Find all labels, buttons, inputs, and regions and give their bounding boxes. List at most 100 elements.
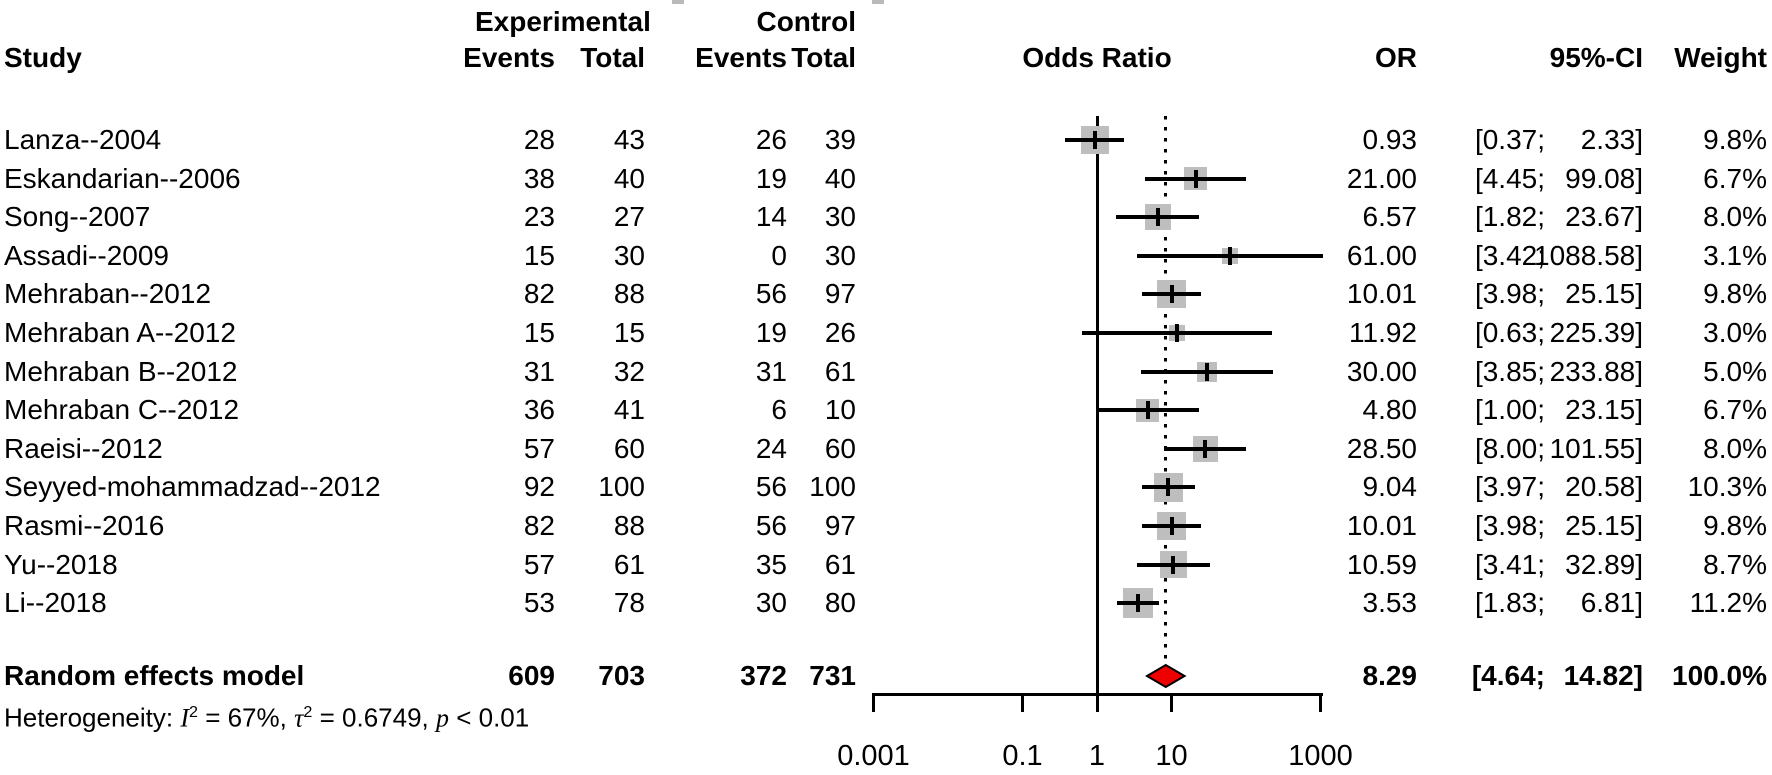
experimental-total: 40 [613, 162, 645, 194]
study-name: Mehraban--2012 [4, 278, 212, 310]
col-header-study: Study [4, 42, 82, 73]
summary-ci-low-value: [4.64; [1471, 660, 1545, 691]
ci-low-value: [1.00; [1474, 394, 1545, 426]
ci-low-value: [3.97; [1474, 471, 1545, 503]
ci-high-value: 2.33] [1580, 124, 1643, 155]
or-value: 28.50 [1346, 432, 1417, 464]
experimental-total: 78 [613, 587, 645, 619]
study-name: Seyyed-mohammadzad--2012 [4, 471, 381, 503]
point-estimate-tick [1135, 594, 1140, 613]
point-estimate-tick [1145, 401, 1150, 420]
weight-value: 6.7% [1703, 394, 1767, 426]
summary-control-events: 372 [740, 660, 787, 691]
study-name: Song--2007 [4, 201, 151, 233]
col-header-odds-ratio: Odds Ratio [1022, 42, 1172, 73]
control-events: 26 [755, 124, 787, 155]
crop-artifact [672, 0, 684, 4]
control-total: 97 [824, 278, 856, 310]
weight-value: 3.0% [1703, 317, 1767, 348]
tau-squared-value: = 0.6749, [312, 702, 436, 733]
control-total: 30 [824, 239, 856, 271]
col-header-ci: 95%-CI [1549, 42, 1643, 73]
control-events: 24 [755, 432, 787, 464]
col-header-control-events: Events [695, 42, 787, 73]
weight-value: 9.8% [1703, 124, 1767, 155]
point-estimate-tick [1169, 285, 1174, 304]
point-estimate-tick [1169, 517, 1174, 535]
summary-or-value: 8.29 [1362, 660, 1418, 691]
control-total: 61 [824, 355, 856, 387]
pooled-effect-dotted-line [1163, 116, 1167, 665]
control-total: 10 [824, 394, 856, 426]
control-total: 39 [824, 124, 856, 155]
study-name: Mehraban A--2012 [4, 317, 236, 348]
summary-experimental-events: 609 [508, 660, 555, 691]
axis-tick-label: 0.001 [837, 740, 910, 772]
tau-squared-symbol: τ [294, 703, 304, 733]
point-estimate-tick [1205, 362, 1210, 381]
axis-tick [1095, 693, 1099, 712]
experimental-events: 53 [523, 587, 555, 619]
point-estimate-tick [1092, 131, 1097, 149]
ci-low-value: [1.82; [1474, 201, 1545, 233]
ci-low-value: [0.63; [1474, 317, 1545, 348]
control-total: 80 [824, 587, 856, 619]
ci-low-value: [0.37; [1474, 124, 1545, 155]
experimental-total: 61 [613, 548, 645, 580]
experimental-total: 88 [613, 510, 645, 541]
experimental-events: 57 [523, 548, 555, 580]
ci-high-value: 225.39] [1549, 317, 1643, 348]
p-value: < 0.01 [448, 702, 530, 733]
col-header-control: Control [756, 6, 856, 37]
or-value: 10.01 [1346, 278, 1417, 310]
axis-tick-label: 1000 [1288, 740, 1353, 772]
control-events: 0 [771, 239, 787, 271]
weight-value: 8.0% [1703, 432, 1767, 464]
col-header-experimental-total: Total [580, 42, 645, 73]
ci-high-value: 25.15] [1565, 278, 1643, 310]
summary-label: Random effects model [4, 660, 305, 691]
study-name: Mehraban C--2012 [4, 394, 240, 426]
summary-weight-value: 100.0% [1672, 660, 1767, 691]
control-total: 26 [824, 317, 856, 348]
col-header-experimental: Experimental [475, 6, 651, 37]
study-name: Mehraban B--2012 [4, 355, 238, 387]
ci-low-value: [3.41; [1474, 548, 1545, 580]
ci-high-value: 6.81] [1580, 587, 1643, 619]
study-name: Lanza--2004 [4, 124, 162, 155]
or-value: 61.00 [1346, 239, 1417, 271]
axis-tick [872, 693, 875, 712]
weight-value: 10.3% [1687, 471, 1767, 503]
control-events: 56 [755, 278, 787, 310]
or-value: 10.01 [1346, 510, 1417, 541]
ci-low-value: [8.00; [1474, 432, 1545, 464]
control-total: 40 [824, 162, 856, 194]
experimental-events: 31 [523, 355, 555, 387]
experimental-events: 15 [523, 239, 555, 271]
point-estimate-tick [1175, 324, 1180, 342]
control-total: 61 [824, 548, 856, 580]
weight-value: 5.0% [1703, 355, 1767, 387]
study-name: Raeisi--2012 [4, 432, 163, 464]
control-total: 30 [824, 201, 856, 233]
study-name: Eskandarian--2006 [4, 162, 241, 194]
experimental-total: 41 [613, 394, 645, 426]
point-estimate-tick [1155, 208, 1160, 227]
experimental-events: 23 [523, 201, 555, 233]
ci-high-value: 25.15] [1565, 510, 1643, 541]
summary-diamond [1144, 663, 1187, 689]
reference-line-or-1 [1095, 116, 1099, 694]
ci-low-value: [3.85; [1474, 355, 1545, 387]
col-header-or: OR [1375, 42, 1417, 73]
ci-high-value: 99.08] [1565, 162, 1643, 194]
summary-ci-high-value: 14.82] [1563, 660, 1643, 691]
ci-high-value: 23.67] [1565, 201, 1643, 233]
p-symbol: p [435, 703, 449, 733]
control-total: 60 [824, 432, 856, 464]
point-estimate-tick [1203, 439, 1208, 458]
experimental-total: 88 [613, 278, 645, 310]
ci-high-value: 23.15] [1565, 394, 1643, 426]
or-value: 30.00 [1346, 355, 1417, 387]
control-events: 56 [755, 471, 787, 503]
